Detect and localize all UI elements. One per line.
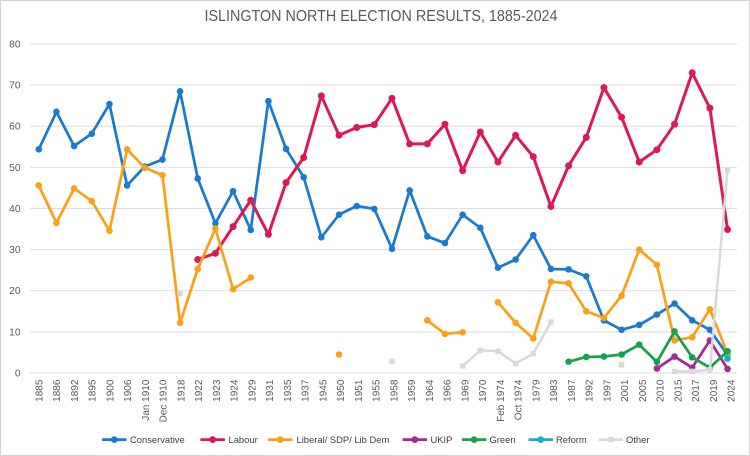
svg-text:1959: 1959 bbox=[407, 379, 418, 402]
svg-text:1951: 1951 bbox=[354, 379, 365, 402]
svg-text:2015: 2015 bbox=[673, 379, 684, 402]
svg-text:Other: Other bbox=[626, 434, 649, 445]
svg-text:Reform: Reform bbox=[556, 434, 587, 445]
svg-text:2010: 2010 bbox=[656, 379, 667, 402]
svg-text:1970: 1970 bbox=[478, 379, 489, 402]
svg-text:1987: 1987 bbox=[567, 379, 578, 402]
svg-text:Feb 1974: Feb 1974 bbox=[496, 379, 507, 422]
svg-text:Jan 1910: Jan 1910 bbox=[141, 379, 152, 421]
svg-text:0: 0 bbox=[15, 368, 21, 379]
svg-text:1964: 1964 bbox=[425, 379, 436, 402]
svg-text:1892: 1892 bbox=[70, 379, 81, 402]
svg-text:Labour: Labour bbox=[229, 434, 258, 445]
svg-text:30: 30 bbox=[9, 245, 21, 256]
svg-text:1886: 1886 bbox=[52, 379, 63, 402]
svg-text:10: 10 bbox=[9, 327, 21, 338]
svg-text:1900: 1900 bbox=[105, 379, 116, 402]
svg-text:80: 80 bbox=[9, 39, 21, 50]
svg-text:1924: 1924 bbox=[230, 379, 241, 402]
svg-text:1906: 1906 bbox=[123, 379, 134, 402]
svg-text:60: 60 bbox=[9, 122, 21, 133]
svg-text:ISLINGTON NORTH ELECTION RESUL: ISLINGTON NORTH ELECTION RESULTS, 1885-2… bbox=[205, 8, 558, 25]
svg-text:2019: 2019 bbox=[709, 379, 720, 402]
svg-text:1937: 1937 bbox=[301, 379, 312, 402]
svg-text:1918: 1918 bbox=[176, 379, 187, 402]
svg-text:Oct 1974: Oct 1974 bbox=[514, 379, 525, 420]
svg-text:1992: 1992 bbox=[585, 379, 596, 402]
svg-text:70: 70 bbox=[9, 81, 21, 92]
svg-text:1955: 1955 bbox=[372, 379, 383, 402]
svg-text:1979: 1979 bbox=[531, 379, 542, 402]
svg-text:20: 20 bbox=[9, 286, 21, 297]
svg-text:1969: 1969 bbox=[460, 379, 471, 402]
svg-text:2024: 2024 bbox=[727, 379, 738, 402]
svg-text:1958: 1958 bbox=[389, 379, 400, 402]
svg-text:Green: Green bbox=[490, 434, 516, 445]
svg-text:Conservative: Conservative bbox=[130, 434, 185, 445]
svg-text:1945: 1945 bbox=[318, 379, 329, 402]
svg-text:2017: 2017 bbox=[691, 379, 702, 402]
svg-text:40: 40 bbox=[9, 204, 21, 215]
svg-text:1895: 1895 bbox=[88, 379, 99, 402]
svg-text:1923: 1923 bbox=[212, 379, 223, 402]
svg-text:1929: 1929 bbox=[247, 379, 258, 402]
svg-text:50: 50 bbox=[9, 163, 21, 174]
svg-text:1966: 1966 bbox=[443, 379, 454, 402]
svg-text:UKIP: UKIP bbox=[431, 434, 453, 445]
svg-text:1931: 1931 bbox=[265, 379, 276, 402]
svg-text:1885: 1885 bbox=[34, 379, 45, 402]
svg-text:1983: 1983 bbox=[549, 379, 560, 402]
svg-text:Liberal/ SDP/ Lib Dem: Liberal/ SDP/ Lib Dem bbox=[297, 434, 390, 445]
svg-text:2005: 2005 bbox=[638, 379, 649, 402]
svg-text:1922: 1922 bbox=[194, 379, 205, 402]
svg-text:2001: 2001 bbox=[620, 379, 631, 402]
svg-text:1950: 1950 bbox=[336, 379, 347, 402]
svg-text:1935: 1935 bbox=[283, 379, 294, 402]
svg-text:1997: 1997 bbox=[602, 379, 613, 402]
svg-text:Dec 1910: Dec 1910 bbox=[159, 379, 170, 422]
